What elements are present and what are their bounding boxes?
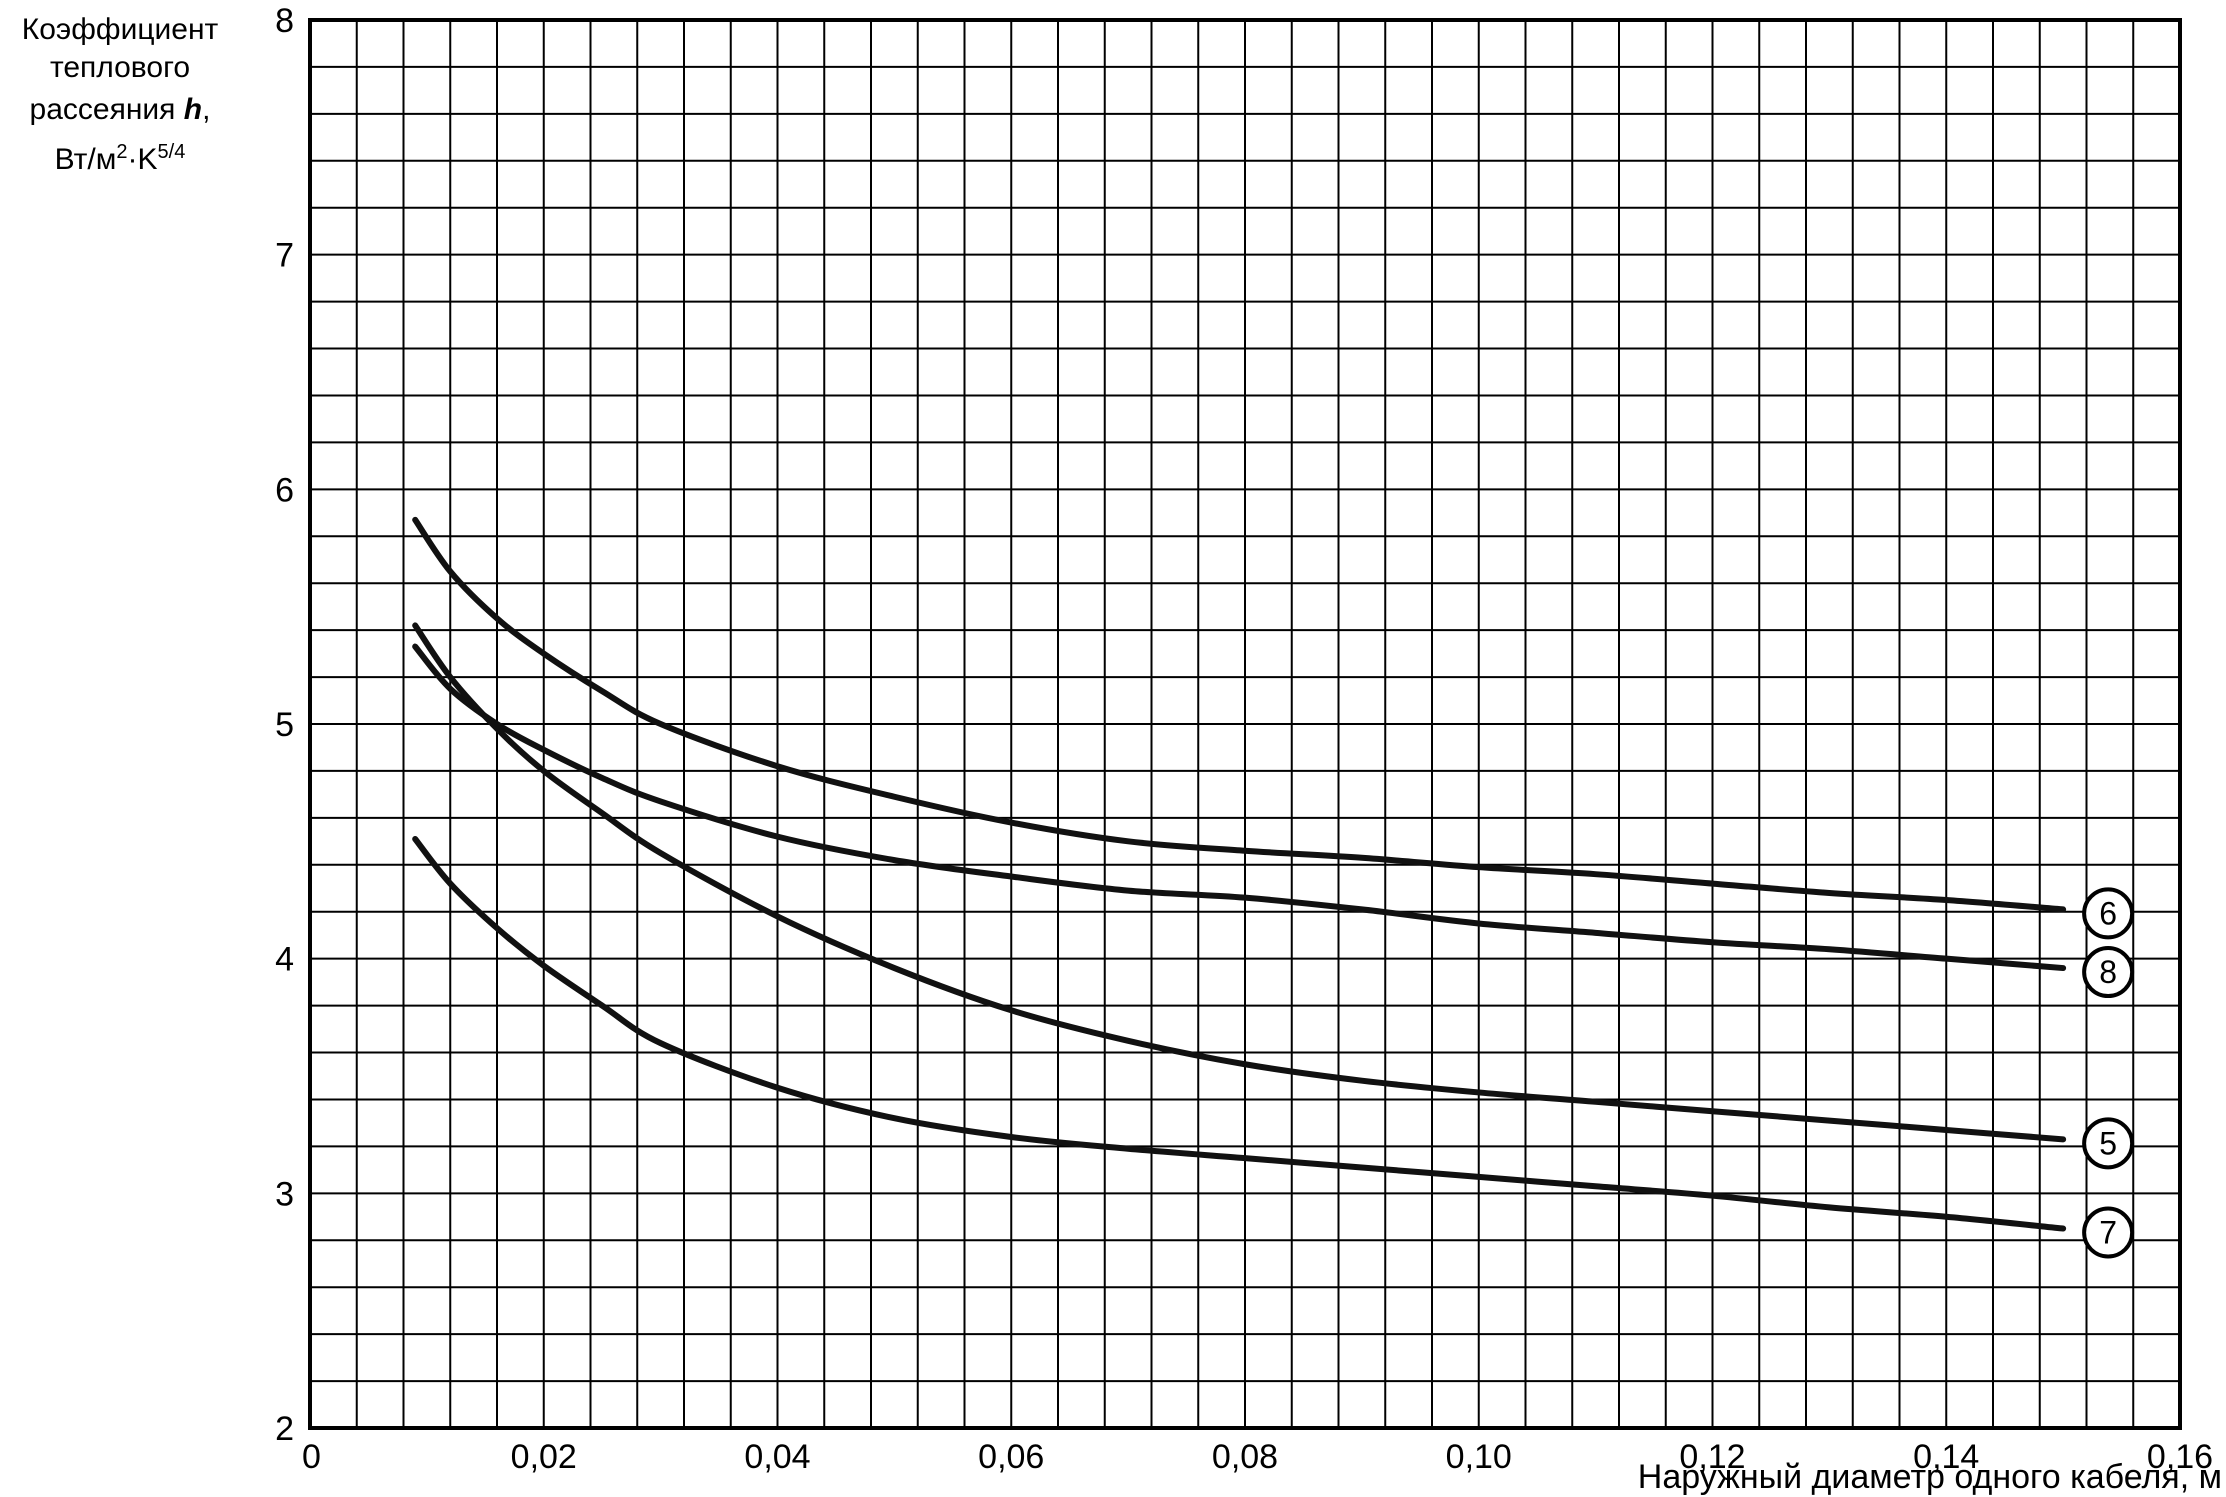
y-axis-label-line-2: теплового — [49, 51, 191, 84]
y-axis-label-line-1: Коэффициент — [21, 13, 219, 46]
y-axis-label-line-3: рассеяния h, — [0, 92, 240, 128]
x-tick-label: 0,06 — [978, 1438, 1044, 1476]
x-tick-label: 0 — [302, 1438, 321, 1476]
series-marker-8 — [2082, 946, 2135, 999]
x-tick-labels: 0 0,02 0,04 0,06 0,08 0,10 0,12 0,14 0,16 — [302, 1438, 2213, 1476]
series-line-8 — [412, 643, 2067, 972]
plot-border — [308, 18, 2182, 1430]
y-tick-label: 3 — [275, 1175, 294, 1213]
x-tick-label: 0,14 — [1913, 1438, 1979, 1476]
y-tick-label: 8 — [275, 2, 294, 40]
y-axis-label-line-4: Вт/м2·K5/4 — [0, 134, 240, 178]
x-tick-label: 0,16 — [2147, 1438, 2213, 1476]
y-axis-label-comma: , — [202, 93, 211, 126]
x-tick-label: 0,08 — [1212, 1438, 1278, 1476]
y-tick-label: 6 — [275, 471, 294, 509]
series-marker-5 — [2082, 1117, 2135, 1170]
x-tick-label: 0,02 — [511, 1438, 577, 1476]
series-line-7 — [412, 835, 2067, 1232]
series-label-6: 6 — [2099, 895, 2117, 931]
y-tick-label: 4 — [275, 941, 294, 979]
y-axis-unit-exp-1: 2 — [116, 141, 128, 163]
y-axis-label-variable: h — [183, 93, 203, 126]
y-axis-unit-k: ·K — [127, 143, 158, 176]
x-tick-label: 0,12 — [1679, 1438, 1745, 1476]
series-label-8: 8 — [2099, 954, 2117, 990]
series-labels: 6 8 5 7 — [2082, 887, 2135, 1259]
grid — [309, 19, 2181, 1429]
series-label-5: 5 — [2099, 1125, 2117, 1161]
y-axis-unit-exp-2: 5/4 — [157, 141, 186, 163]
x-tick-label: 0,04 — [744, 1438, 810, 1476]
x-tick-label: 0,10 — [1446, 1438, 1512, 1476]
series-marker-6 — [2082, 887, 2135, 940]
series-line-6 — [412, 516, 2067, 913]
series-marker-7 — [2082, 1206, 2135, 1259]
y-tick-label: 5 — [275, 706, 294, 744]
y-axis-label-text: рассеяния — [29, 93, 184, 126]
series-lines — [412, 516, 2067, 1232]
series-line-5 — [412, 622, 2067, 1143]
series-label-7: 7 — [2099, 1215, 2117, 1251]
y-tick-label: 7 — [275, 237, 294, 275]
plot-frame — [308, 18, 2182, 1430]
y-tick-label: 2 — [275, 1410, 294, 1448]
y-tick-labels: 2 3 4 5 6 7 8 — [275, 2, 294, 1448]
y-axis-unit: Вт/м — [54, 143, 117, 176]
x-axis-label: Наружный диаметр одного кабеля, м — [1638, 1458, 2222, 1496]
